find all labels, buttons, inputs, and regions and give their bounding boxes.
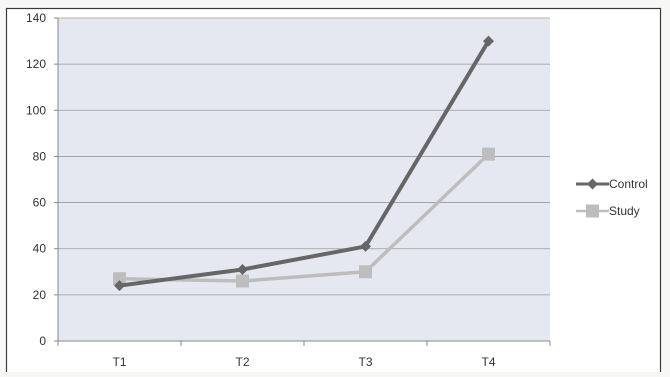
x-tick-label: T2 bbox=[235, 355, 249, 369]
data-point-marker bbox=[236, 274, 249, 288]
y-tick-label: 60 bbox=[33, 196, 47, 210]
legend-label: Control bbox=[609, 177, 648, 191]
series-line bbox=[119, 152, 490, 283]
gridlines bbox=[58, 17, 550, 296]
series-control bbox=[114, 35, 494, 292]
y-tick-label: 100 bbox=[26, 103, 46, 117]
x-tick-label: T1 bbox=[112, 355, 126, 369]
y-tick-label: 20 bbox=[33, 288, 47, 302]
data-point-marker bbox=[113, 272, 126, 286]
legend: Control Study bbox=[576, 177, 648, 218]
axes: 0 20 40 60 80 100 120 140 T1 T2 T3 T4 bbox=[26, 11, 551, 369]
series-lines bbox=[113, 35, 495, 292]
data-point-marker bbox=[482, 147, 495, 161]
y-tick-label: 140 bbox=[26, 11, 46, 25]
legend-entry: Control bbox=[576, 177, 648, 191]
y-tick-label: 0 bbox=[39, 334, 46, 348]
x-tick-label: T3 bbox=[358, 355, 372, 369]
legend-marker bbox=[587, 178, 598, 190]
data-point-marker bbox=[237, 263, 248, 275]
data-point-marker bbox=[360, 240, 371, 252]
legend-entry: Study bbox=[576, 204, 640, 218]
plot-area bbox=[58, 18, 550, 341]
data-point-marker bbox=[114, 280, 125, 292]
series-study bbox=[113, 147, 495, 288]
data-point-marker bbox=[359, 265, 372, 279]
series-line bbox=[119, 40, 491, 288]
y-tick-label: 80 bbox=[33, 149, 47, 163]
legend-label: Study bbox=[609, 204, 640, 218]
y-tick-label: 120 bbox=[26, 57, 46, 71]
data-point-marker bbox=[483, 35, 494, 47]
legend-marker bbox=[586, 204, 599, 218]
y-tick-label: 40 bbox=[33, 242, 47, 256]
x-tick-label: T4 bbox=[481, 355, 495, 369]
